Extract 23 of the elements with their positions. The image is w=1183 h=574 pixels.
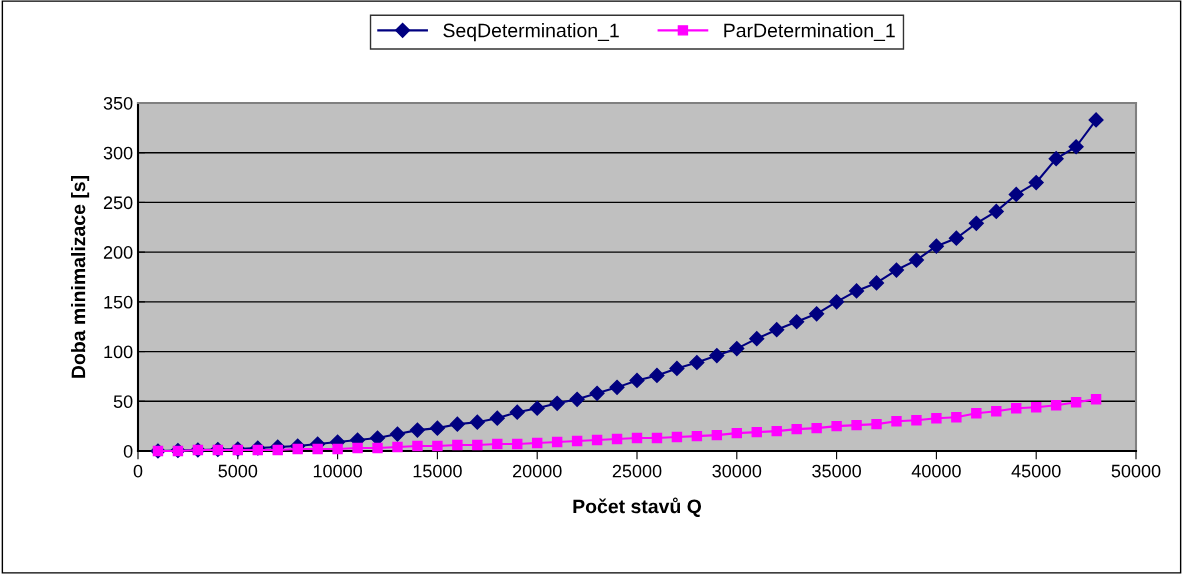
x-tick-label: 45000	[1011, 464, 1061, 478]
x-tick-label: 0	[133, 464, 143, 478]
x-tick-label: 35000	[812, 464, 861, 478]
x-axis-title: Počet stavů Q	[573, 497, 702, 517]
y-tick-label: 150	[104, 295, 133, 309]
x-tick-label: 40000	[911, 464, 961, 478]
x-tick-label: 20000	[513, 464, 562, 478]
y-tick-label: 100	[104, 345, 133, 359]
x-tick-label: 5000	[218, 464, 258, 478]
y-tick-label: 250	[103, 196, 133, 210]
x-tick-label: 25000	[612, 464, 662, 478]
x-tick-label: 15000	[413, 464, 462, 478]
y-tick-label: 350	[103, 96, 133, 110]
y-tick-label: 200	[103, 246, 133, 259]
x-tick-label: 10000	[313, 464, 362, 478]
legend-label: ParDetermination_1	[724, 23, 895, 42]
x-tick-label: 50000	[1111, 464, 1161, 478]
y-tick-label: 50	[113, 395, 133, 409]
y-tick-label: 0	[123, 444, 133, 458]
legend-label: SeqDetermination_1	[443, 23, 619, 42]
x-tick-label: 30000	[712, 464, 762, 478]
y-axis-title: Doba minimalizace [s]	[71, 175, 90, 378]
y-tick-label: 300	[103, 146, 133, 160]
